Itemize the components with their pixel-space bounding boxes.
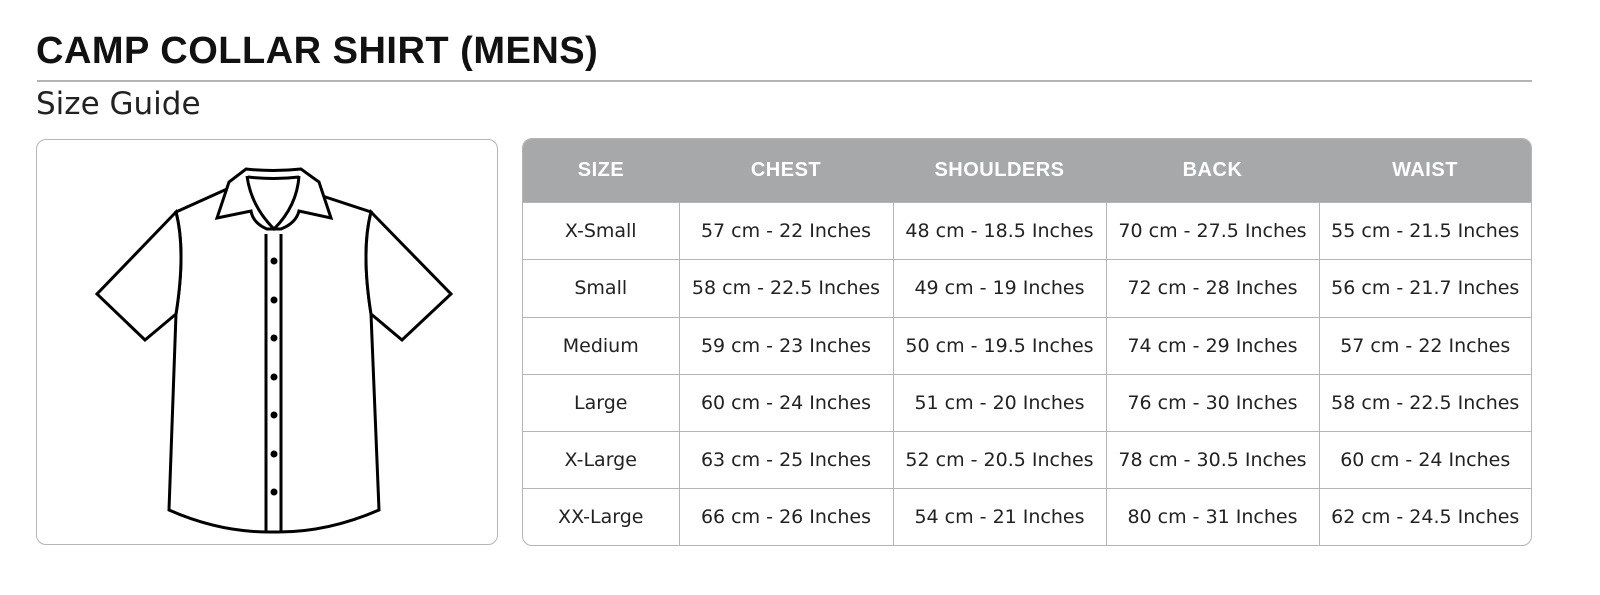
- cell-shoulders: 48 cm - 18.5 Inches: [892, 201, 1106, 260]
- shirt-buttons: [270, 257, 278, 496]
- cell-shoulders: 54 cm - 21 Inches: [892, 488, 1106, 545]
- table-row: Small 58 cm - 22.5 Inches 49 cm - 19 Inche…: [523, 259, 1531, 318]
- table-row: X-Large 63 cm - 25 Inches 52 cm - 20.5 Inc…: [523, 431, 1531, 489]
- shirt-illustration-panel: [36, 139, 498, 545]
- size-table: SIZE CHEST SHOULDERS BACK WAIST X-Small 5…: [522, 138, 1532, 546]
- cell-back: 74 cm - 29 Inches: [1105, 316, 1319, 375]
- page-title: CAMP COLLAR SHIRT (MENS): [36, 30, 599, 72]
- column-header-back: BACK: [1106, 139, 1319, 203]
- table-header-row: SIZE CHEST SHOULDERS BACK WAIST: [523, 139, 1531, 203]
- cell-size: Small: [523, 259, 679, 318]
- cell-chest: 66 cm - 26 Inches: [678, 488, 893, 545]
- cell-size: Medium: [523, 316, 679, 375]
- title-divider: [37, 80, 1532, 82]
- cell-chest: 60 cm - 24 Inches: [678, 373, 893, 432]
- page-subtitle: Size Guide: [36, 86, 201, 122]
- table-row: Large 60 cm - 24 Inches 51 cm - 20 Inches 7…: [523, 373, 1531, 432]
- column-header-size: SIZE: [523, 139, 679, 203]
- cell-shoulders: 50 cm - 19.5 Inches: [892, 316, 1106, 375]
- cell-shoulders: 52 cm - 20.5 Inches: [892, 431, 1106, 489]
- cell-back: 80 cm - 31 Inches: [1105, 488, 1319, 545]
- column-header-shoulders: SHOULDERS: [893, 139, 1106, 203]
- column-header-chest: CHEST: [679, 139, 893, 203]
- cell-back: 76 cm - 30 Inches: [1105, 373, 1319, 432]
- table-row: XX-Large 66 cm - 26 Inches 54 cm - 21 Inch…: [523, 488, 1531, 545]
- cell-size: X-Large: [523, 431, 679, 489]
- cell-chest: 58 cm - 22.5 Inches: [678, 259, 893, 318]
- cell-waist: 57 cm - 22 Inches: [1318, 316, 1531, 375]
- column-header-waist: WAIST: [1319, 139, 1531, 203]
- cell-back: 70 cm - 27.5 Inches: [1105, 201, 1319, 260]
- cell-shoulders: 49 cm - 19 Inches: [892, 259, 1106, 318]
- table-row: X-Small 57 cm - 22 Inches 48 cm - 18.5 Inc…: [523, 201, 1531, 260]
- cell-size: X-Small: [523, 201, 679, 260]
- cell-back: 72 cm - 28 Inches: [1105, 259, 1319, 318]
- table-row: Medium 59 cm - 23 Inches 50 cm - 19.5 Inch…: [523, 316, 1531, 375]
- cell-waist: 62 cm - 24.5 Inches: [1318, 488, 1531, 545]
- cell-waist: 56 cm - 21.7 Inches: [1318, 259, 1531, 318]
- cell-waist: 60 cm - 24 Inches: [1318, 431, 1531, 489]
- cell-shoulders: 51 cm - 20 Inches: [892, 373, 1106, 432]
- shirt-icon: [94, 167, 454, 534]
- cell-waist: 58 cm - 22.5 Inches: [1318, 373, 1531, 432]
- cell-chest: 59 cm - 23 Inches: [678, 316, 893, 375]
- cell-waist: 55 cm - 21.5 Inches: [1318, 201, 1531, 260]
- cell-chest: 57 cm - 22 Inches: [678, 201, 893, 260]
- cell-size: XX-Large: [523, 488, 679, 545]
- cell-chest: 63 cm - 25 Inches: [678, 431, 893, 489]
- cell-size: Large: [523, 373, 679, 432]
- cell-back: 78 cm - 30.5 Inches: [1105, 431, 1319, 489]
